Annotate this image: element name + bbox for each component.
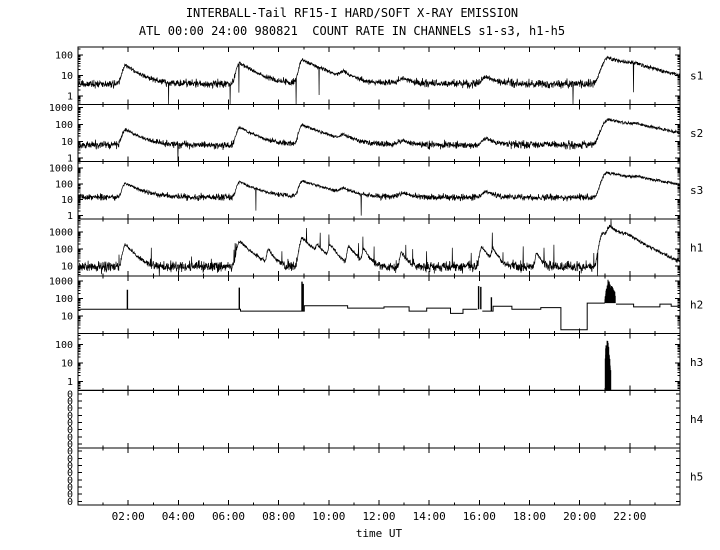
- y-tick-label: 0: [67, 411, 73, 422]
- panels-group: 02:00 04:00 06:00 08:00 10:00 12:00 14:00 16:00…: [49, 46, 704, 523]
- y-tick-label: 0: [67, 432, 73, 443]
- y-tick-label: 0: [67, 389, 73, 400]
- y-tick-label: 100: [55, 51, 73, 62]
- y-tick-label: 100: [55, 179, 73, 190]
- y-tick-label: 0: [67, 475, 73, 486]
- y-tick-label: 10: [61, 71, 73, 82]
- series-s3: [78, 170, 680, 216]
- y-tick-label: 0: [67, 490, 73, 501]
- axis-ticks: [78, 104, 680, 162]
- x-tick-label: 20:00: [563, 510, 596, 523]
- spikes-h2: [126, 281, 493, 312]
- panel-label: h3: [690, 356, 703, 369]
- panel-label: h2: [690, 299, 703, 312]
- x-axis-label: time UT: [356, 527, 403, 540]
- y-tick-label: 100: [55, 245, 73, 256]
- x-tick-label: 06:00: [212, 510, 245, 523]
- series-s1: [78, 55, 680, 105]
- y-tick-label: 10: [61, 137, 73, 148]
- y-tick-label: 1: [67, 211, 73, 222]
- burst-h2: [604, 279, 616, 304]
- y-tick-label: 100: [55, 120, 73, 131]
- y-tick-label: 1: [67, 154, 73, 165]
- panel-box: [77, 390, 681, 449]
- x-tick-label: 04:00: [162, 510, 195, 523]
- y-tick-label: 0: [67, 425, 73, 436]
- series-h1: [78, 218, 680, 276]
- y-tick-label: 0: [67, 497, 73, 508]
- y-tick-label: 1000: [49, 228, 73, 239]
- panel-label: s1: [690, 70, 703, 83]
- y-tick-label: 0: [67, 440, 73, 451]
- series-s2: [78, 117, 680, 162]
- y-tick-label: 0: [67, 447, 73, 458]
- y-tick-label: 1000: [49, 103, 73, 114]
- y-tick-label: 0: [67, 418, 73, 429]
- y-tick-label: 1: [67, 92, 73, 103]
- panel-box: [77, 447, 681, 506]
- panel-s1: 100 10 1 s1: [55, 46, 703, 105]
- x-tick-label: 08:00: [262, 510, 295, 523]
- y-tick-label: 0: [67, 454, 73, 465]
- panel-box: [77, 332, 681, 391]
- series-h3: [78, 340, 680, 391]
- axis-ticks: [78, 333, 680, 391]
- y-tick-label: 0: [67, 461, 73, 472]
- y-tick-label: 100: [55, 294, 73, 305]
- x-tick-label: 02:00: [112, 510, 145, 523]
- panel-label: h5: [690, 470, 703, 483]
- y-tick-label: 0: [67, 468, 73, 479]
- axis-ticks: [78, 161, 680, 219]
- chart-title: INTERBALL-Tail RF15-I HARD/SOFT X-RAY EM…: [186, 6, 518, 20]
- y-tick-label: 1000: [49, 277, 73, 288]
- chart-subtitle: ATL 00:00 24:00 980821 COUNT RATE IN CHA…: [139, 24, 565, 38]
- y-tick-label: 10: [61, 195, 73, 206]
- y-tick-label: 10: [61, 311, 73, 322]
- axis-ticks: [78, 276, 680, 334]
- x-tick-label: 14:00: [413, 510, 446, 523]
- y-tick-label: 0: [67, 404, 73, 415]
- x-tick-label: 10:00: [312, 510, 345, 523]
- y-tick-label: 0: [67, 483, 73, 494]
- panel-h1: 1000 100 10 h1: [49, 218, 703, 277]
- x-tick-label: 12:00: [362, 510, 395, 523]
- axis-ticks: [78, 447, 680, 505]
- y-tick-label: 0: [67, 397, 73, 408]
- x-tick-label: 22:00: [613, 510, 646, 523]
- axis-ticks: [78, 47, 680, 105]
- y-tick-label: 10: [61, 358, 73, 369]
- panel-label: s3: [690, 184, 703, 197]
- panel-box: [77, 103, 681, 162]
- series-h2: [78, 302, 680, 331]
- x-tick-label: 18:00: [513, 510, 546, 523]
- y-tick-label: 1000: [49, 163, 73, 174]
- panel-s2: 1000 100 10 1 s2: [49, 103, 703, 165]
- panel-label: h1: [690, 241, 703, 254]
- panel-box: [77, 275, 681, 334]
- y-tick-label: 100: [55, 340, 73, 351]
- panel-h2: 1000 100 10 h2: [49, 275, 703, 334]
- panel-label: s2: [690, 127, 703, 140]
- panel-h3: 100 10 1 h3: [55, 332, 703, 391]
- y-tick-label: 10: [61, 261, 73, 272]
- panel-s3: 1000 100 10 1 s3: [49, 161, 703, 222]
- x-tick-label: 16:00: [463, 510, 496, 523]
- y-tick-label: 1: [67, 377, 73, 388]
- panel-label: h4: [690, 413, 704, 426]
- panel-box: [77, 161, 681, 220]
- axis-ticks: [78, 390, 680, 448]
